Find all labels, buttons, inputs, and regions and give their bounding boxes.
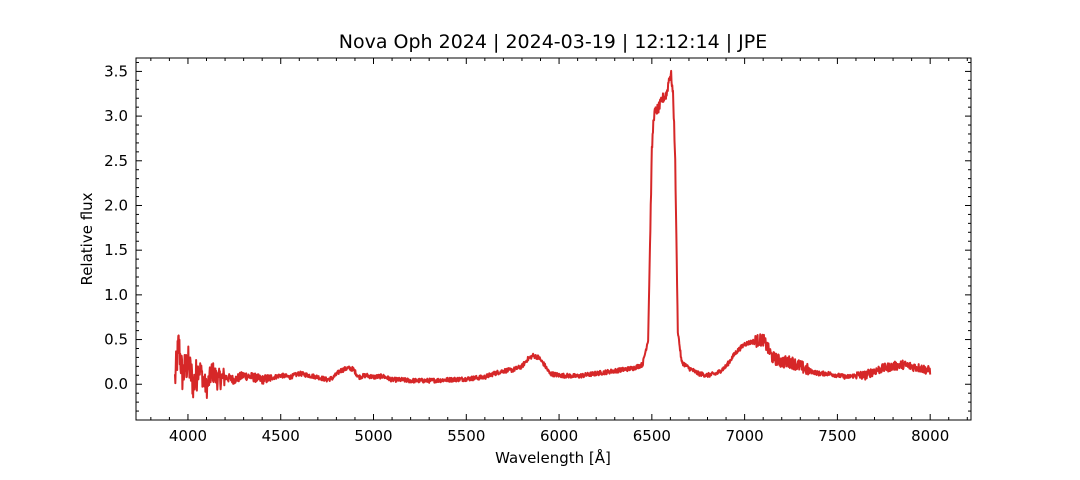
- y-tick-label: 2.0: [104, 196, 128, 214]
- y-tick-label: 0.0: [104, 375, 128, 393]
- plot-frame: [135, 57, 972, 421]
- x-tick-label: 5000: [354, 427, 392, 445]
- series-line-0: [173, 69, 932, 399]
- y-tick-label: 3.0: [104, 107, 128, 125]
- y-tick-label: 1.5: [104, 241, 128, 259]
- x-axis-label: Wavelength [Å]: [495, 448, 611, 467]
- x-tick-label: 6000: [540, 427, 578, 445]
- y-tick-label: 0.5: [104, 331, 128, 349]
- x-tick-label: 5500: [447, 427, 485, 445]
- y-axis-label: Relative flux: [78, 192, 96, 285]
- y-tick-label: 2.5: [104, 152, 128, 170]
- x-tick-label: 4000: [169, 427, 207, 445]
- axis-ticks: 4000 4500 5000 5500 6000 6500 7000 7500 8000 0.0 0…: [104, 58, 971, 445]
- x-tick-label: 7000: [726, 427, 764, 445]
- x-tick-label: 4500: [262, 427, 300, 445]
- x-tick-label: 8000: [911, 427, 949, 445]
- chart-title: Nova Oph 2024 | 2024-03-19 | 12:12:14 | …: [339, 31, 767, 53]
- y-tick-label: 1.0: [104, 286, 128, 304]
- x-tick-label: 7500: [818, 427, 856, 445]
- y-tick-label: 3.5: [104, 62, 128, 80]
- plot-area: [173, 69, 932, 399]
- x-tick-label: 6500: [633, 427, 671, 445]
